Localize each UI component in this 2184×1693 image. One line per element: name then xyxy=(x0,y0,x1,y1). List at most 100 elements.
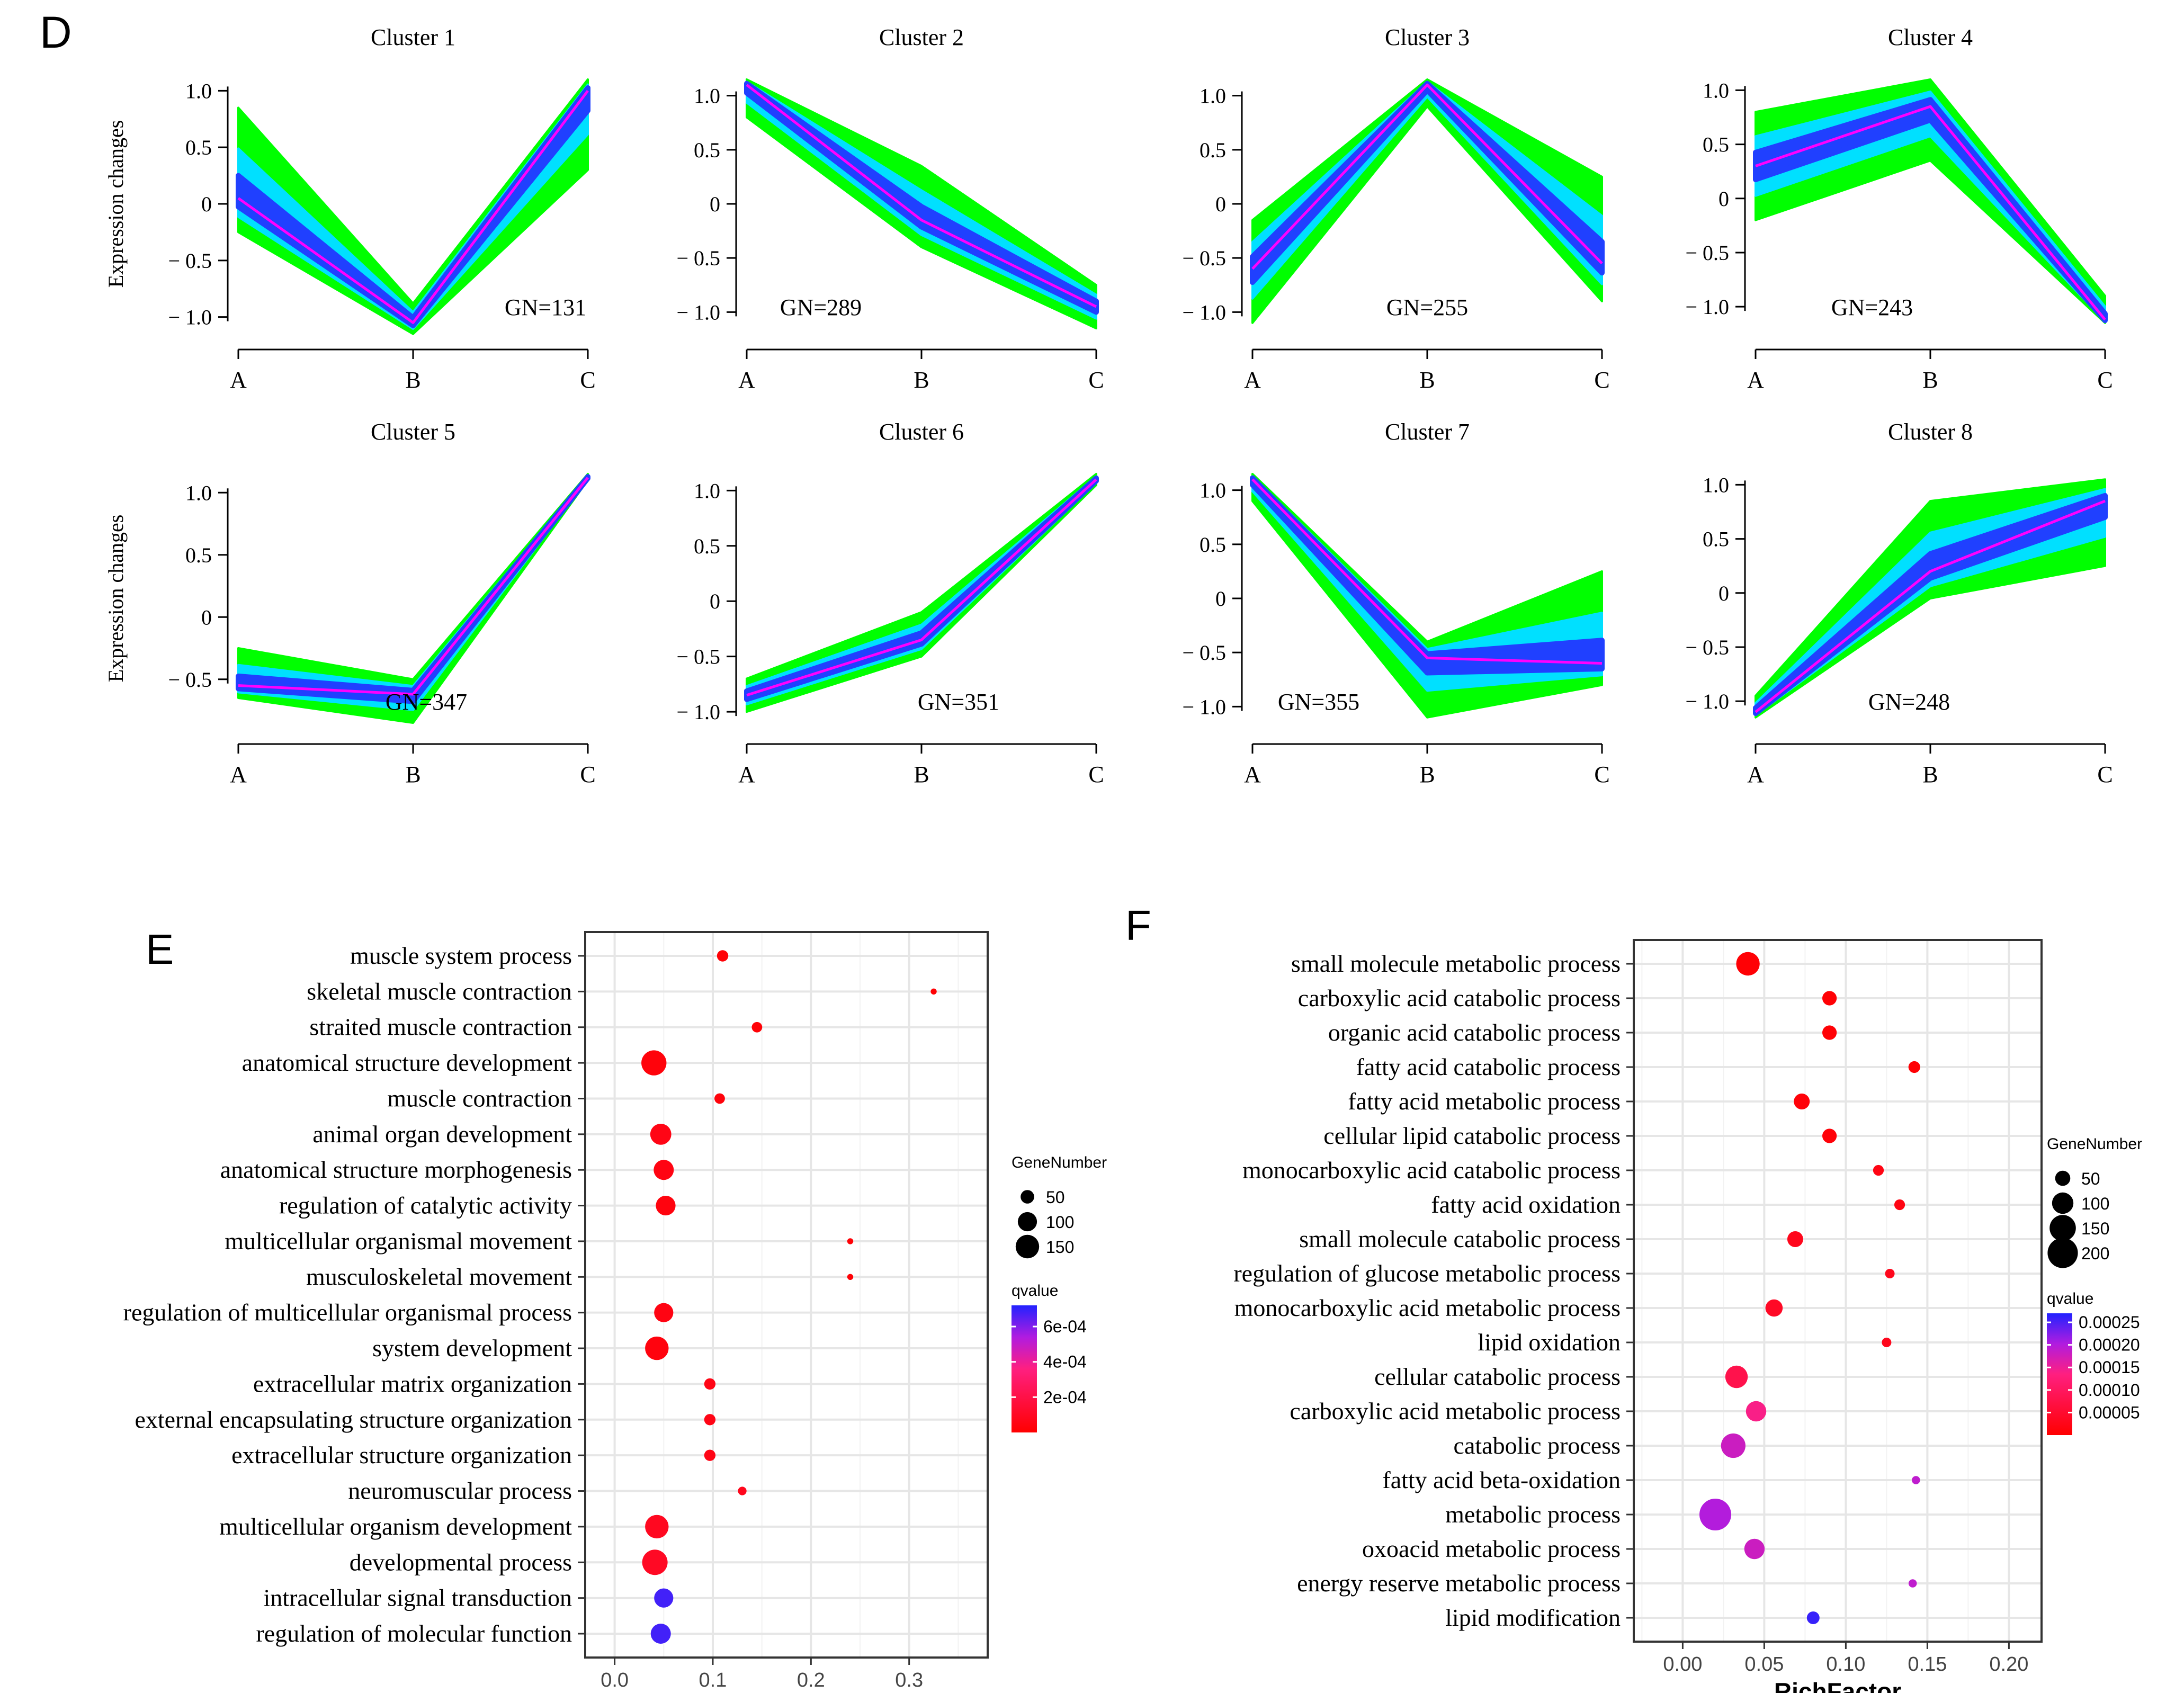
color-legend-title: qvalue xyxy=(2047,1290,2093,1307)
term-label: anatomical structure morphogenesis xyxy=(220,1156,572,1183)
term-label: lipid oxidation xyxy=(1478,1329,1621,1356)
enrichment-dot xyxy=(1765,1299,1783,1317)
cluster-y-tick-label: 1.0 xyxy=(694,479,720,503)
cluster-band-mid xyxy=(237,474,589,711)
term-label: intracellular signal transduction xyxy=(264,1584,572,1611)
cluster-x-tick-label: B xyxy=(1922,367,1938,393)
cluster-y-label: Expression changes xyxy=(104,515,128,683)
cluster-center-line xyxy=(238,477,589,696)
cluster-y-tick-label: 0.5 xyxy=(694,534,720,558)
term-label: regulation of multicellular organismal p… xyxy=(123,1299,572,1326)
x-tick-label: 0.20 xyxy=(1989,1653,2028,1676)
term-label: musculoskeletal movement xyxy=(306,1263,572,1290)
cluster-band-inner xyxy=(744,80,1099,315)
enrichment-dot xyxy=(1912,1476,1920,1484)
enrichment-dot xyxy=(1725,1365,1748,1389)
cluster-title: Cluster 6 xyxy=(879,419,964,445)
cluster-gn-label: GN=289 xyxy=(780,294,862,320)
enrichment-dot xyxy=(1794,1094,1810,1109)
cluster-x-tick-label: C xyxy=(2097,762,2113,787)
cluster-center-line xyxy=(746,84,1097,308)
cluster-band-outer xyxy=(1251,78,1603,324)
term-label: fatty acid oxidation xyxy=(1431,1191,1621,1218)
enrichment-dot xyxy=(1699,1499,1731,1530)
enrichment-dot xyxy=(1873,1165,1884,1176)
cluster-y-tick-label: 0 xyxy=(1215,192,1226,216)
term-label: lipid modification xyxy=(1445,1604,1621,1631)
cluster-x-tick-label: A xyxy=(230,762,247,787)
term-label: energy reserve metabolic process xyxy=(1297,1570,1621,1597)
cluster-y-tick-label: − 0.5 xyxy=(168,249,212,273)
cluster-x-tick-label: C xyxy=(1088,762,1104,787)
cluster-y-tick-label: − 0.5 xyxy=(676,246,720,270)
cluster-y-tick-label: 0 xyxy=(201,192,212,216)
size-legend-label: 200 xyxy=(2081,1244,2109,1263)
term-label: organic acid catabolic process xyxy=(1328,1019,1621,1046)
size-legend-label: 50 xyxy=(2081,1169,2100,1188)
enrichment-dot xyxy=(847,1274,854,1280)
cluster-gn-label: GN=243 xyxy=(1831,294,1913,320)
cluster-x-tick-label: A xyxy=(1244,762,1261,787)
size-legend-label: 50 xyxy=(1046,1188,1065,1207)
x-tick-label: 0.00 xyxy=(1663,1653,1702,1676)
cluster-gn-label: GN=255 xyxy=(1386,294,1468,320)
cluster-y-tick-label: − 1.0 xyxy=(1685,295,1729,319)
size-legend-label: 150 xyxy=(2081,1219,2109,1238)
plot-frame xyxy=(584,931,989,1659)
term-label: developmental process xyxy=(350,1548,572,1575)
cluster-y-tick-label: − 1.0 xyxy=(1182,300,1226,324)
cluster-x-tick-label: B xyxy=(405,367,420,393)
x-axis-title: RichFactor xyxy=(1774,1678,1901,1693)
cluster-x-tick-label: C xyxy=(1594,762,1609,787)
enrichment-dot xyxy=(847,1238,854,1244)
term-label: oxoacid metabolic process xyxy=(1362,1535,1621,1562)
enrichment-dot xyxy=(1908,1579,1917,1588)
term-label: straited muscle contraction xyxy=(309,1014,572,1041)
cluster-panel-6: Cluster 6 1.0 0.5 0 − 0.5 − 1.0 A B C GN=351 xyxy=(676,419,1104,787)
term-label: system development xyxy=(372,1334,572,1361)
term-label: monocarboxylic acid metabolic process xyxy=(1234,1294,1621,1321)
cluster-title: Cluster 5 xyxy=(371,419,455,445)
cluster-x-tick-label: B xyxy=(1419,367,1435,393)
cluster-title: Cluster 2 xyxy=(879,24,964,50)
enrichment-dot xyxy=(1822,1128,1837,1143)
term-label: catabolic process xyxy=(1454,1432,1621,1459)
enrichment-dot xyxy=(704,1449,716,1461)
enrichment-dot xyxy=(645,1515,669,1539)
cluster-panel-3: Cluster 3 1.0 0.5 0 − 0.5 − 1.0 A B C GN=255 xyxy=(1182,24,1609,393)
color-legend-label: 0.00025 xyxy=(2079,1313,2140,1332)
cluster-title: Cluster 3 xyxy=(1385,24,1470,50)
cluster-center-line xyxy=(1755,499,2106,713)
cluster-gn-label: GN=355 xyxy=(1278,689,1359,715)
cluster-panel-2: Cluster 2 1.0 0.5 0 − 0.5 − 1.0 A B C GN=289 xyxy=(676,24,1104,393)
enrichment-dot xyxy=(641,1050,667,1076)
cluster-y-tick-label: 1.0 xyxy=(185,79,212,103)
cluster-panel-4: Cluster 4 1.0 0.5 0 − 0.5 − 1.0 A B C GN=243 xyxy=(1685,24,2113,393)
enrichment-dot xyxy=(1721,1433,1746,1458)
cluster-x-tick-label: A xyxy=(738,762,755,787)
x-tick-label: 0.05 xyxy=(1744,1653,1784,1676)
enrichment-dot xyxy=(717,950,729,962)
size-legend-dot xyxy=(2055,1170,2071,1186)
color-legend-bar xyxy=(2047,1313,2072,1435)
term-label: multicellular organismal movement xyxy=(225,1228,572,1255)
term-label: animal organ development xyxy=(312,1121,572,1148)
cluster-center-line xyxy=(1251,83,1603,270)
cluster-y-tick-label: 0 xyxy=(201,605,212,629)
cluster-center-line xyxy=(1755,105,2106,321)
enrichment-dot xyxy=(1822,991,1837,1006)
cluster-y-tick-label: − 0.5 xyxy=(1182,641,1226,665)
enrichment-dot xyxy=(1736,952,1760,976)
cluster-x-tick-label: C xyxy=(580,762,595,787)
size-legend-dot xyxy=(1017,1212,1037,1232)
term-label: external encapsulating structure organiz… xyxy=(135,1406,572,1433)
term-label: regulation of catalytic activity xyxy=(279,1192,572,1219)
size-legend-title: GeneNumber xyxy=(1012,1154,1107,1171)
cluster-y-tick-label: 0.5 xyxy=(185,543,212,567)
cluster-title: Cluster 8 xyxy=(1888,419,1973,445)
term-label: multicellular organism development xyxy=(219,1513,572,1540)
term-label: fatty acid beta-oxidation xyxy=(1382,1466,1621,1493)
cluster-y-tick-label: 1.0 xyxy=(1200,479,1226,503)
term-label: cellular catabolic process xyxy=(1374,1363,1621,1390)
